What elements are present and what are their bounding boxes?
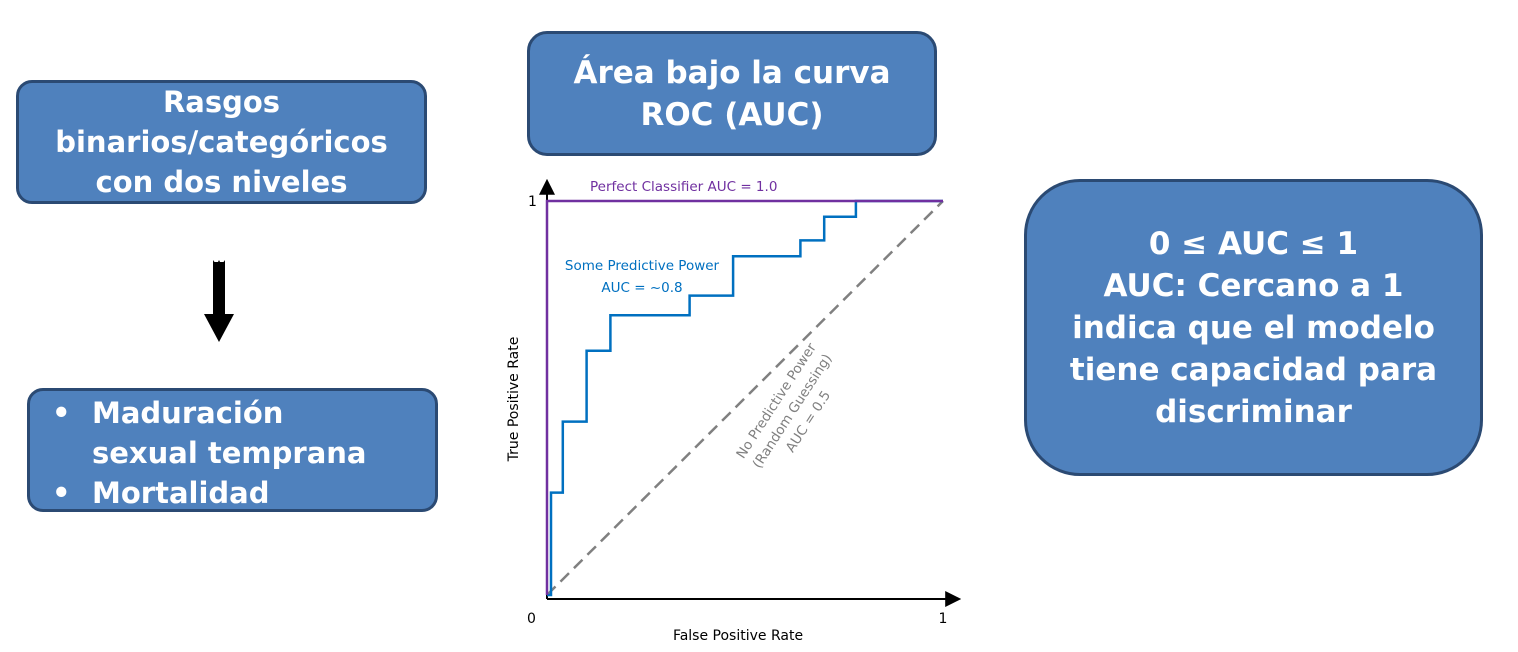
auc-explanation-line-1: 0 ≤ AUC ≤ 1 xyxy=(1148,225,1359,262)
binary-traits-line-3: con dos niveles xyxy=(95,165,348,199)
random-guess-label-group: No Predictive Power(Random Guessing)AUC … xyxy=(733,340,835,472)
x-tick-label-1: 1 xyxy=(939,611,948,627)
bullet-icon: • xyxy=(52,476,71,510)
trait-list-item: • Mortalidad xyxy=(30,473,269,513)
bullet-icon: • xyxy=(52,396,71,430)
trait-item-2-line-1: Mortalidad xyxy=(92,476,270,510)
auc-title-box: Área bajo la curva ROC (AUC) xyxy=(527,31,937,156)
binary-traits-line-1: Rasgos xyxy=(162,85,281,119)
perfect-classifier-line xyxy=(545,199,943,595)
perfect-classifier-label: Perfect Classifier AUC = 1.0 xyxy=(590,179,777,195)
auc-title-line-1: Área bajo la curva xyxy=(573,54,891,91)
binary-traits-line-2: binarios/categóricos xyxy=(55,125,388,159)
binary-traits-box: Rasgos binarios/categóricos con dos nive… xyxy=(16,80,427,204)
auc-explanation-line-5: discriminar xyxy=(1155,393,1352,430)
some-predictive-label: Some Predictive Power xyxy=(565,258,720,274)
series-layer xyxy=(545,199,944,597)
y-tick-label-1: 1 xyxy=(528,194,537,210)
trait-item-1-line-1: Maduración xyxy=(92,396,284,430)
text-layer: 0 1 1 False Positive Rate True Positive Rate… xyxy=(506,179,947,644)
auc-explanation-line-3: indica que el modelo xyxy=(1072,309,1435,346)
auc-explanation-box: 0 ≤ AUC ≤ 1 AUC: Cercano a 1 indica que … xyxy=(1024,179,1483,476)
trait-item-1-line-2: sexual temprana xyxy=(92,436,367,470)
auc-explanation-line-2: AUC: Cercano a 1 xyxy=(1103,267,1404,304)
auc-title-line-2: ROC (AUC) xyxy=(640,96,824,133)
random-guess-line xyxy=(546,200,944,596)
y-axis-label: True Positive Rate xyxy=(506,337,522,463)
trait-examples-box: • Maduración sexual temprana • Mortalida… xyxy=(27,388,438,512)
some-predictive-auc-label: AUC = ~0.8 xyxy=(601,280,682,296)
down-arrow-icon xyxy=(204,260,234,342)
some-predictive-line xyxy=(547,199,943,597)
auc-explanation-line-4: tiene capacidad para xyxy=(1069,351,1438,388)
x-tick-label-0: 0 xyxy=(527,611,536,627)
trait-list-item: • Maduración sexual temprana xyxy=(30,393,366,473)
x-axis-label: False Positive Rate xyxy=(673,628,803,644)
